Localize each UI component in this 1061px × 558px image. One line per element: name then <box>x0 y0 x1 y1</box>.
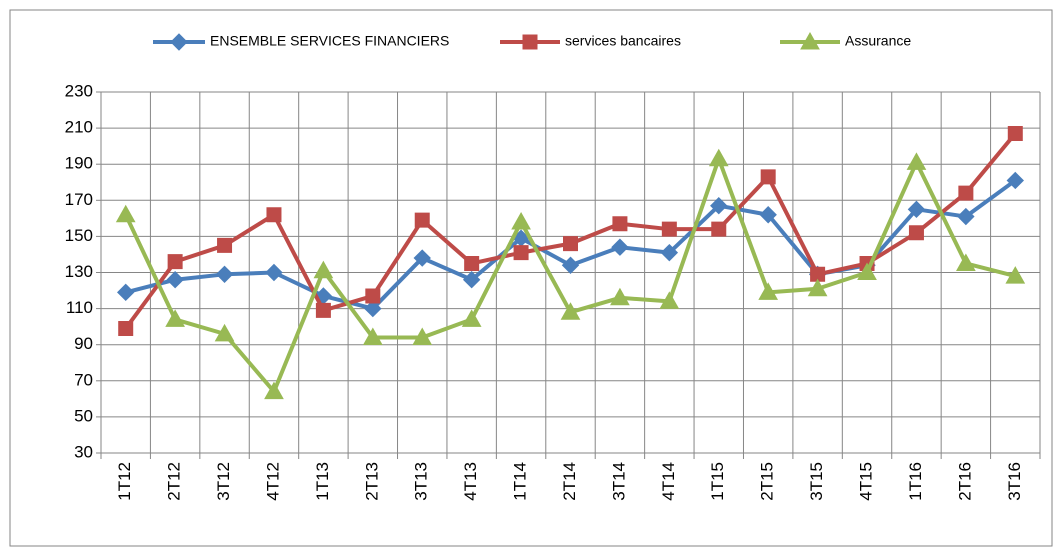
data-point <box>313 260 334 279</box>
data-point <box>1007 126 1023 142</box>
x-tick-label: 4T13 <box>461 462 480 501</box>
data-point <box>264 381 284 400</box>
data-point <box>759 206 777 224</box>
x-tick-label: 3T16 <box>1005 462 1024 501</box>
data-point <box>462 271 481 289</box>
x-tick-label: 3T14 <box>609 462 628 501</box>
data-point <box>857 262 877 280</box>
y-tick-label: 130 <box>65 262 93 281</box>
x-tick-label: 2T15 <box>758 462 777 501</box>
data-point <box>659 291 680 309</box>
y-tick-label: 110 <box>66 298 93 317</box>
x-tick-label: 1T15 <box>708 462 727 501</box>
data-point <box>907 200 926 219</box>
x-tick-label: 1T14 <box>511 462 530 501</box>
data-point <box>265 263 283 282</box>
legend-marker <box>170 33 188 51</box>
x-tick-label: 2T14 <box>560 462 579 501</box>
data-point <box>365 288 381 304</box>
data-point <box>117 283 135 302</box>
x-tick-label: 1T12 <box>115 462 134 501</box>
x-tick-label: 4T12 <box>263 462 282 501</box>
y-tick-label: 230 <box>65 81 93 100</box>
data-point <box>810 266 826 282</box>
legend-label: Assurance <box>845 33 911 49</box>
data-point <box>760 169 776 185</box>
data-point <box>511 211 531 230</box>
data-point <box>1006 171 1024 190</box>
data-point <box>165 309 185 327</box>
data-point <box>711 221 727 237</box>
legend-marker <box>800 31 820 50</box>
x-tick-label: 3T13 <box>412 462 431 501</box>
data-point <box>413 249 431 267</box>
x-tick-label: 4T14 <box>659 462 678 501</box>
legend-marker <box>522 34 538 50</box>
data-point <box>807 278 828 297</box>
legend-label: services bancaires <box>565 33 681 49</box>
data-point <box>611 238 629 256</box>
y-tick-label: 70 <box>74 370 93 389</box>
data-point <box>660 243 679 262</box>
data-point <box>217 237 233 253</box>
x-tick-label: 3T15 <box>807 462 826 501</box>
y-tick-label: 210 <box>65 118 93 137</box>
data-point <box>362 327 383 345</box>
data-point <box>561 256 580 274</box>
data-point <box>560 302 581 320</box>
x-tick-label: 3T12 <box>214 462 233 501</box>
legend-label: ENSEMBLE SERVICES FINANCIERS <box>210 33 449 49</box>
data-point <box>214 323 235 342</box>
y-tick-label: 150 <box>65 226 93 245</box>
data-point <box>957 207 975 226</box>
y-tick-label: 190 <box>65 154 93 173</box>
y-tick-label: 50 <box>74 406 93 425</box>
data-point <box>958 185 974 201</box>
y-tick-label: 90 <box>74 334 93 353</box>
y-tick-label: 170 <box>65 190 93 209</box>
data-point <box>708 148 729 167</box>
data-point <box>364 299 382 318</box>
data-point <box>315 302 331 318</box>
data-point <box>758 282 779 300</box>
data-point <box>215 265 234 284</box>
data-point <box>464 255 480 271</box>
x-tick-label: 4T15 <box>857 462 876 501</box>
data-point <box>118 320 134 336</box>
data-point <box>563 236 578 252</box>
data-point <box>1005 266 1026 284</box>
data-point <box>661 221 677 237</box>
data-point <box>115 204 136 223</box>
data-point <box>414 212 430 228</box>
x-tick-label: 1T13 <box>313 462 332 501</box>
data-point <box>908 225 924 241</box>
data-point <box>412 327 433 345</box>
data-point <box>956 253 976 271</box>
data-point <box>266 207 282 223</box>
data-point <box>612 216 628 232</box>
x-tick-label: 2T16 <box>955 462 974 501</box>
x-tick-label: 2T13 <box>362 462 381 501</box>
data-point <box>461 309 482 327</box>
data-point <box>906 152 927 170</box>
x-tick-label: 2T12 <box>165 462 184 501</box>
data-point <box>167 254 183 270</box>
data-point <box>710 197 728 215</box>
y-tick-label: 30 <box>74 442 93 461</box>
data-point <box>513 245 529 261</box>
x-tick-label: 1T16 <box>906 462 925 501</box>
data-point <box>610 287 630 306</box>
data-point <box>166 271 184 289</box>
